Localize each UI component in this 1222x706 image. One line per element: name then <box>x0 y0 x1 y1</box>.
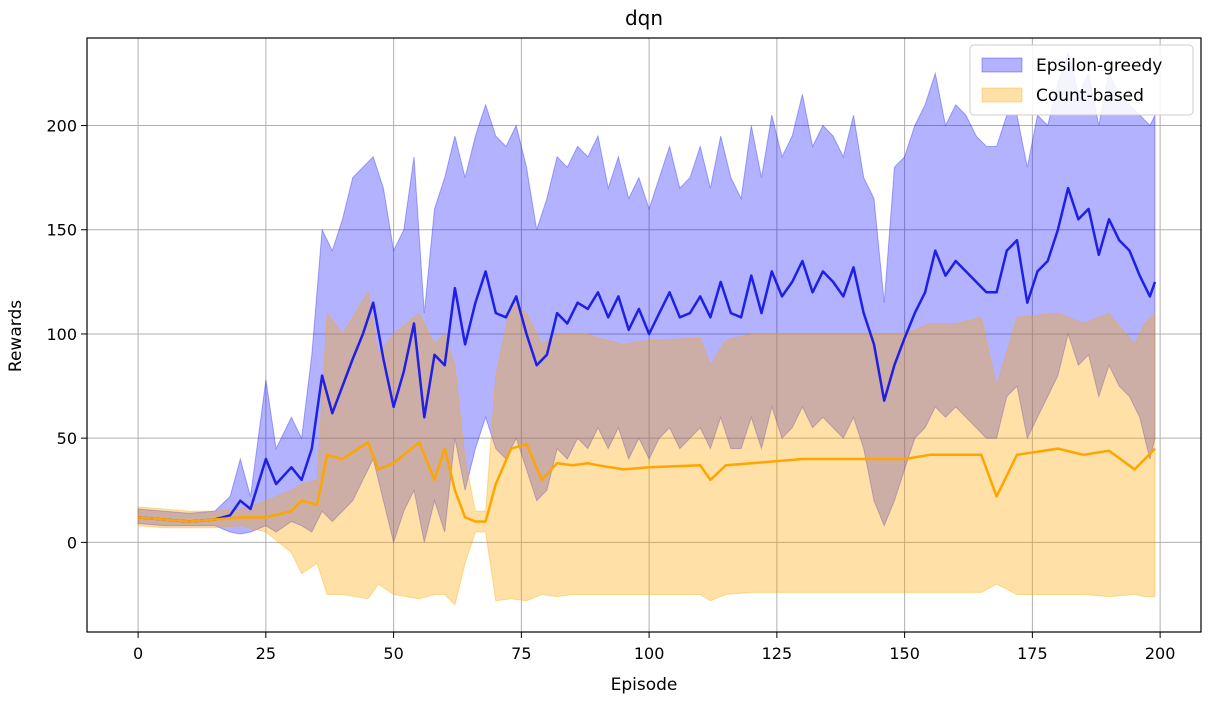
x-tick-label: 100 <box>634 644 665 663</box>
legend-label-epsilon-greedy: Epsilon-greedy <box>1036 56 1162 76</box>
x-tick-label: 150 <box>889 644 920 663</box>
legend-box <box>969 44 1194 116</box>
x-tick-label: 200 <box>1145 644 1176 663</box>
y-tick-label: 100 <box>46 325 77 344</box>
legend-label-count-based: Count-based <box>1036 86 1144 106</box>
x-tick-label: 175 <box>1017 644 1048 663</box>
band-epsilon-greedy <box>137 50 1156 545</box>
y-tick-label: 0 <box>67 533 77 552</box>
legend-swatch-epsilon-greedy <box>981 57 1023 73</box>
y-tick-label: 50 <box>57 429 77 448</box>
x-axis-label: Episode <box>611 675 678 695</box>
plot-frame <box>86 37 1202 633</box>
x-tick-label: 125 <box>762 644 793 663</box>
chart-title: dqn <box>625 6 663 30</box>
legend-swatch-count-based <box>981 87 1023 103</box>
mean-lines <box>137 186 1157 523</box>
confidence-bands <box>137 50 1156 606</box>
legend: Epsilon-greedy Count-based <box>969 44 1194 116</box>
grid-lines <box>87 38 1201 632</box>
mean-line-epsilon-greedy <box>137 186 1157 523</box>
y-axis-label: Rewards <box>6 300 26 372</box>
x-tick-label: 25 <box>256 644 276 663</box>
mean-line-count-based <box>137 441 1156 523</box>
y-tick-label: 200 <box>46 117 77 136</box>
x-tick-label: 0 <box>133 644 143 663</box>
band-count-based <box>137 290 1156 606</box>
y-tick-label: 150 <box>46 221 77 240</box>
x-tick-label: 50 <box>383 644 403 663</box>
x-tick-label: 75 <box>511 644 531 663</box>
axis-ticks: 0 25 50 75 100 125 150 175 200 0 50 100 150 200 <box>46 117 1175 663</box>
